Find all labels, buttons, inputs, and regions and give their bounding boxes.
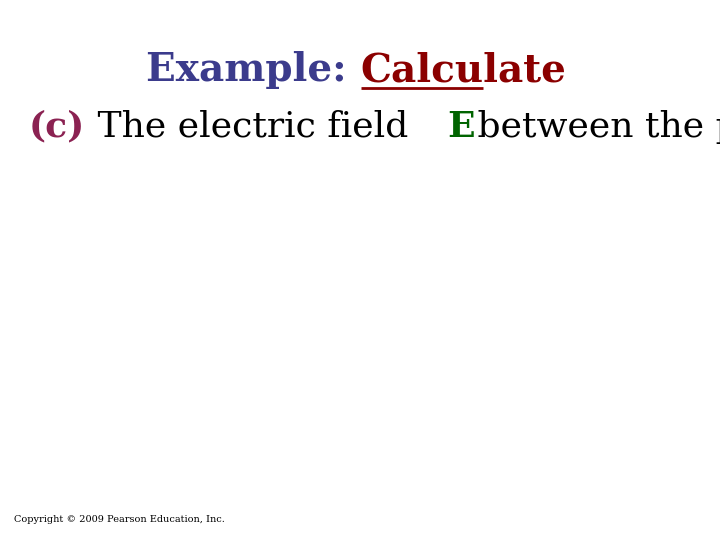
Text: Example:: Example: bbox=[146, 51, 360, 89]
Text: between the plates.: between the plates. bbox=[466, 110, 720, 144]
Text: (c): (c) bbox=[29, 110, 85, 144]
Text: Calculate: Calculate bbox=[360, 51, 566, 89]
Text: Copyright © 2009 Pearson Education, Inc.: Copyright © 2009 Pearson Education, Inc. bbox=[14, 515, 225, 524]
Text: The electric field: The electric field bbox=[86, 110, 420, 144]
Text: E: E bbox=[447, 110, 474, 144]
